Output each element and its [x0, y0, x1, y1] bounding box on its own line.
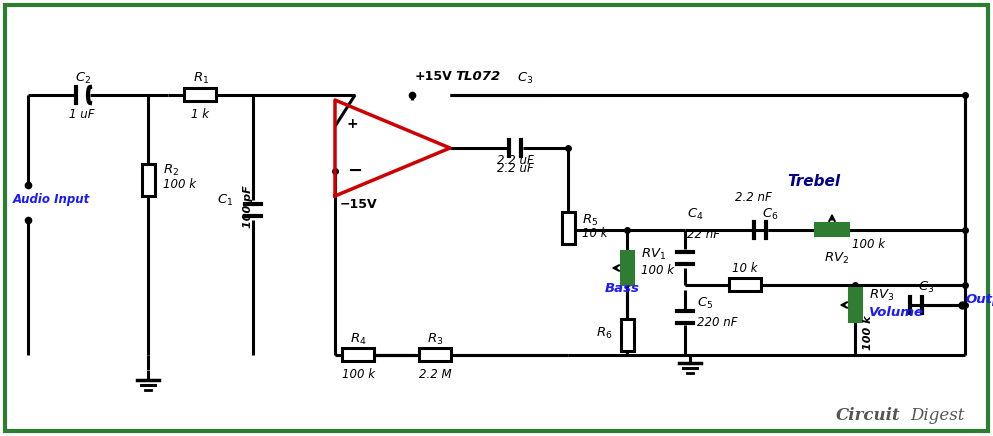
Text: 100 k: 100 k [163, 178, 196, 191]
Text: 2.2 M: 2.2 M [419, 368, 451, 382]
Text: $C_3$: $C_3$ [517, 71, 533, 85]
Text: $RV_3$: $RV_3$ [869, 287, 895, 303]
Text: −15V: −15V [340, 198, 377, 211]
Text: 22 nF: 22 nF [687, 228, 720, 242]
FancyBboxPatch shape [5, 5, 988, 431]
Text: $RV_2$: $RV_2$ [824, 250, 849, 266]
Text: $R_3$: $R_3$ [427, 331, 443, 347]
Bar [621, 319, 634, 351]
Text: $C_1$: $C_1$ [216, 192, 233, 208]
Text: $R_4$: $R_4$ [350, 331, 366, 347]
Bar [561, 212, 575, 244]
Text: 2.2 uF: 2.2 uF [496, 153, 533, 167]
Text: 1 k: 1 k [191, 109, 209, 122]
Text: Trebel: Trebel [787, 174, 840, 190]
Text: Digest: Digest [911, 406, 965, 423]
Bar [729, 279, 761, 292]
Text: 220 nF: 220 nF [697, 316, 738, 328]
Text: $C_6$: $C_6$ [762, 207, 779, 221]
Text: $C_3$: $C_3$ [918, 279, 934, 295]
Text: 2.2 nF: 2.2 nF [735, 191, 772, 204]
Bar [141, 164, 155, 196]
Text: Circuit: Circuit [835, 406, 900, 423]
Bar [815, 224, 849, 236]
Text: +15V: +15V [415, 71, 453, 84]
Text: −: − [347, 162, 362, 180]
Text: $C_2$: $C_2$ [74, 71, 91, 85]
Text: Audio Input: Audio Input [13, 194, 90, 207]
Bar [184, 89, 216, 102]
Text: 10 k: 10 k [732, 262, 758, 275]
Text: Bass: Bass [605, 282, 639, 294]
Text: $R_6$: $R_6$ [596, 325, 612, 341]
Text: 100 k: 100 k [863, 316, 873, 350]
Text: $RV_1$: $RV_1$ [641, 246, 666, 262]
Text: 100 k: 100 k [641, 263, 674, 276]
Text: 10 k: 10 k [582, 228, 608, 241]
Text: Output: Output [966, 293, 993, 307]
Bar [342, 348, 374, 361]
Text: $R_1$: $R_1$ [193, 71, 210, 85]
Text: TL072: TL072 [455, 71, 500, 84]
Bar [848, 288, 862, 322]
Text: 2.2 uF: 2.2 uF [496, 161, 533, 174]
Text: +: + [347, 117, 358, 131]
Text: 1 uF: 1 uF [70, 109, 94, 122]
Bar [419, 348, 451, 361]
Text: 100 pF: 100 pF [243, 186, 253, 228]
Text: $C_4$: $C_4$ [687, 207, 704, 221]
Bar [621, 251, 634, 285]
Text: 100 k: 100 k [852, 238, 885, 252]
Text: 100 k: 100 k [342, 368, 374, 382]
Text: $C_5$: $C_5$ [697, 296, 713, 310]
Text: $R_5$: $R_5$ [582, 212, 598, 228]
Text: $R_2$: $R_2$ [163, 163, 179, 177]
Text: Volume: Volume [869, 307, 924, 320]
